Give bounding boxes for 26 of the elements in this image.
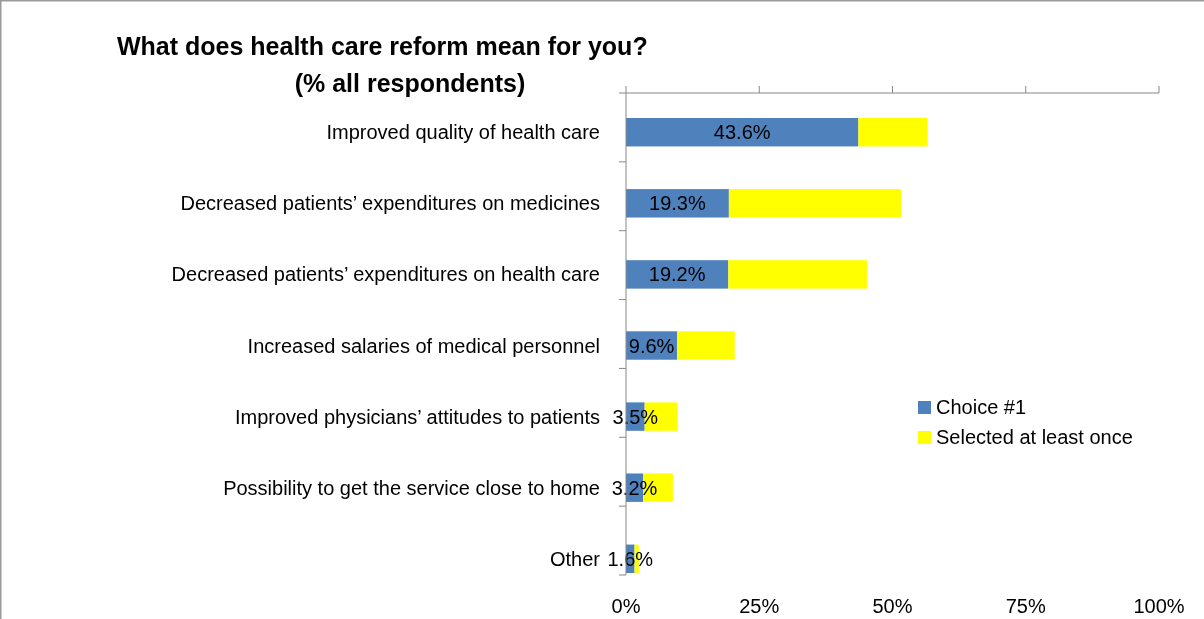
bar <box>626 118 859 147</box>
data-label: 3.5% <box>612 405 659 428</box>
bar <box>728 260 867 289</box>
data-label: 19.3% <box>649 192 706 215</box>
bar <box>858 118 928 147</box>
x-tick-label: 75% <box>1005 595 1046 617</box>
bar <box>728 189 902 218</box>
x-tick-label: 25% <box>739 595 780 617</box>
data-label: 43.6% <box>713 121 771 144</box>
bar <box>677 331 735 360</box>
legend-label: Selected at least once <box>936 426 1133 448</box>
data-label: 3.2% <box>611 476 658 499</box>
y-tick-label: Decreased patients’ expenditures on health care <box>171 263 600 286</box>
x-tick-label: 50% <box>872 595 913 617</box>
y-tick-label: Increased salaries of medical personnel <box>247 334 600 357</box>
legend-label: Choice #1 <box>936 396 1027 418</box>
y-tick-label: Improved quality of health care <box>326 121 600 144</box>
y-tick-label: Other <box>549 547 601 570</box>
data-label: 19.2% <box>648 263 706 286</box>
x-tick-label: 100% <box>1133 595 1185 617</box>
data-label: 9.6% <box>628 334 675 357</box>
y-tick-label: Decreased patients’ expenditures on medicines <box>180 192 600 215</box>
y-tick-label: Improved physicians’ attitudes to patients <box>234 405 600 428</box>
x-tick-label: 0% <box>611 595 641 617</box>
text: What does health care reform mean for you? (% all respondents) <box>117 32 648 97</box>
y-tick-label: Possibility to get the service close to home <box>223 476 600 499</box>
